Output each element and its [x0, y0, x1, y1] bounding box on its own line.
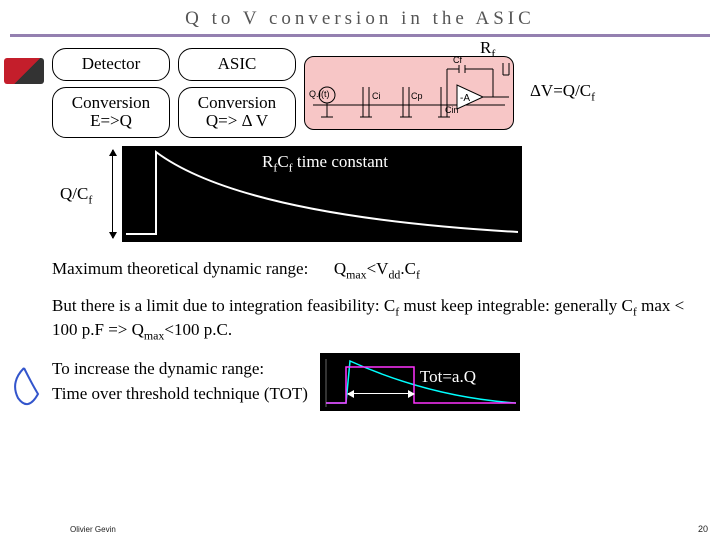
- tot-formula: Tot=a.Q: [420, 367, 476, 387]
- page-number: 20: [698, 524, 708, 534]
- svg-text:Cp: Cp: [411, 91, 423, 101]
- title-rule: [10, 34, 710, 37]
- amplitude-arrow-icon: [112, 150, 113, 238]
- svg-text:Cf: Cf: [453, 57, 462, 65]
- author-footer: Olivier Gevin: [70, 525, 116, 534]
- detector-box: Detector: [52, 48, 170, 81]
- slide-content: Detector Conversion E=>Q ASIC Conversion…: [52, 48, 710, 411]
- tot-graph: Tot=a.Q: [320, 353, 520, 411]
- irfu-logo-icon: [4, 364, 44, 414]
- asic-column: ASIC Conversion Q=> Δ V: [178, 48, 296, 138]
- circuit-wrap: Rf Q.I(t) Ci Cp Cin -A Cf: [304, 56, 514, 130]
- circuit-svg-icon: Q.I(t) Ci Cp Cin -A Cf: [305, 57, 515, 131]
- delta-v-label: ΔV=Q/Cf: [530, 81, 595, 104]
- slide-title: Q to V conversion in the ASIC: [0, 0, 720, 34]
- qcf-label: Q/Cf: [60, 184, 92, 207]
- tot-width-arrow-icon: [348, 393, 414, 394]
- max-range-text: Maximum theoretical dynamic range:: [52, 259, 308, 278]
- svg-text:Cin: Cin: [445, 105, 459, 115]
- tot-text-col: To increase the dynamic range: Time over…: [52, 358, 308, 406]
- svg-text:-A: -A: [460, 93, 470, 104]
- max-range-formula: Qmax<Vdd.Cf: [334, 259, 420, 278]
- svg-text:Ci: Ci: [372, 91, 381, 101]
- max-range-line: Maximum theoretical dynamic range: Qmax<…: [52, 258, 710, 282]
- increase-range-text: To increase the dynamic range:: [52, 358, 308, 381]
- rc-constant-label: RfCf time constant: [262, 152, 388, 175]
- asic-box: ASIC: [178, 48, 296, 81]
- svg-text:Q.I(t): Q.I(t): [309, 89, 330, 99]
- detector-column: Detector Conversion E=>Q: [52, 48, 170, 138]
- left-logo-bar: [4, 52, 46, 414]
- detector-conv-box: Conversion E=>Q: [52, 87, 170, 138]
- limit-text: But there is a limit due to integration …: [52, 295, 710, 344]
- circuit-diagram: Q.I(t) Ci Cp Cin -A Cf: [304, 56, 514, 130]
- tot-row: To increase the dynamic range: Time over…: [52, 353, 710, 411]
- cea-logo-icon: [4, 58, 44, 84]
- asic-conv-box: Conversion Q=> Δ V: [178, 87, 296, 138]
- decay-waveform: Q/Cf RfCf time constant: [52, 146, 532, 246]
- top-row: Detector Conversion E=>Q ASIC Conversion…: [52, 48, 710, 138]
- tot-technique-text: Time over threshold technique (TOT): [52, 383, 308, 406]
